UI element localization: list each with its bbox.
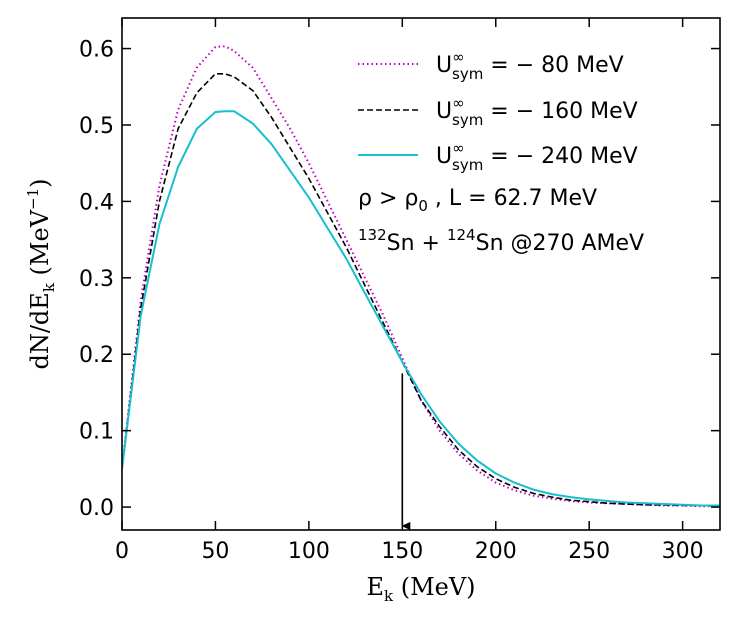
y-label-main: dN/dE xyxy=(26,292,54,369)
legend-entry-80: U∞ sym = − 80 MeV xyxy=(358,48,624,83)
legend-sup-240: ∞ xyxy=(452,139,465,157)
annotation-density-b: , L = 62.7 MeV xyxy=(428,186,597,211)
y-tick-label-0: 0.0 xyxy=(79,496,114,521)
svg-text:U∞sym = − 240 MeV: U∞ sym = − 240 MeV xyxy=(436,139,638,174)
x-tick-label-0: 0 xyxy=(115,539,129,564)
series-line-2 xyxy=(122,110,720,507)
annotation-density: ρ > ρ0 , L = 62.7 MeV xyxy=(358,186,597,215)
y-tick-label-2: 0.2 xyxy=(79,343,114,368)
legend: U∞ sym = − 80 MeV U∞ sym = − 160 MeV U∞ sym… xyxy=(358,48,638,174)
x-tick-label-4: 200 xyxy=(475,539,517,564)
x-label-sub: k xyxy=(384,587,394,605)
legend-sub-160: sym xyxy=(452,111,483,129)
x-tick-label-6: 300 xyxy=(662,539,704,564)
y-label-sub: k xyxy=(40,282,58,292)
x-tick-label-2: 100 xyxy=(288,539,330,564)
annotation-reaction-t2: Sn @270 AMeV xyxy=(476,231,645,256)
y-label-unit-close: ) xyxy=(26,178,54,187)
y-tick-label-3: 0.3 xyxy=(79,267,114,292)
annotation-reaction-sup2: 124 xyxy=(447,226,476,244)
y-label-unit-open: (MeV xyxy=(26,209,54,283)
y-tick-label-6: 0.6 xyxy=(79,38,114,63)
annotation-reaction-sup1: 132 xyxy=(358,226,387,244)
legend-base-160: U xyxy=(436,99,452,124)
legend-sup-80: ∞ xyxy=(452,48,465,66)
legend-rest-80: = − 80 MeV xyxy=(483,53,623,78)
y-tick-label-5: 0.5 xyxy=(79,114,114,139)
y-label-unit-sup: −1 xyxy=(24,188,42,210)
x-tick-label-5: 250 xyxy=(568,539,610,564)
legend-entry-240: U∞ sym = − 240 MeV xyxy=(358,139,638,174)
x-label-unit: (MeV) xyxy=(393,573,475,601)
annotation-reaction: 132Sn + 124Sn @270 AMeV xyxy=(358,226,644,256)
x-tick-label-3: 150 xyxy=(381,539,423,564)
plot-frame xyxy=(121,17,721,531)
annotation-reaction-t1: Sn + xyxy=(387,231,447,256)
legend-rest-160: = − 160 MeV xyxy=(483,99,637,124)
x-label-main: E xyxy=(366,573,384,601)
svg-text:U∞sym = − 80 MeV: U∞ sym = − 80 MeV xyxy=(436,48,624,83)
svg-text:U∞sym = − 160 MeV: U∞ sym = − 160 MeV xyxy=(436,94,638,129)
legend-sub-80: sym xyxy=(452,65,483,83)
legend-sub-240: sym xyxy=(452,156,483,174)
x-axis-label: Ek (MeV) xyxy=(366,573,475,605)
y-tick-label-4: 0.4 xyxy=(79,190,114,215)
ticks-layer: 0 50 100 150 200 250 300 0.0 0.1 0.2 0.3 0.4 0.5 0.6 xyxy=(79,18,720,564)
y-tick-label-1: 0.1 xyxy=(79,420,114,445)
x-tick-label-1: 50 xyxy=(201,539,229,564)
y-axis-label: dN/dEk (MeV−1) xyxy=(24,178,58,369)
series-layer xyxy=(122,45,720,508)
legend-base-80: U xyxy=(436,53,452,78)
series-line-1 xyxy=(122,73,720,508)
legend-rest-240: = − 240 MeV xyxy=(483,144,637,169)
annotation-density-sub: 0 xyxy=(418,197,428,215)
annotation-density-a: ρ > ρ xyxy=(358,186,418,211)
legend-base-240: U xyxy=(436,144,452,169)
legend-sup-160: ∞ xyxy=(452,94,465,112)
legend-entry-160: U∞ sym = − 160 MeV xyxy=(358,94,638,129)
